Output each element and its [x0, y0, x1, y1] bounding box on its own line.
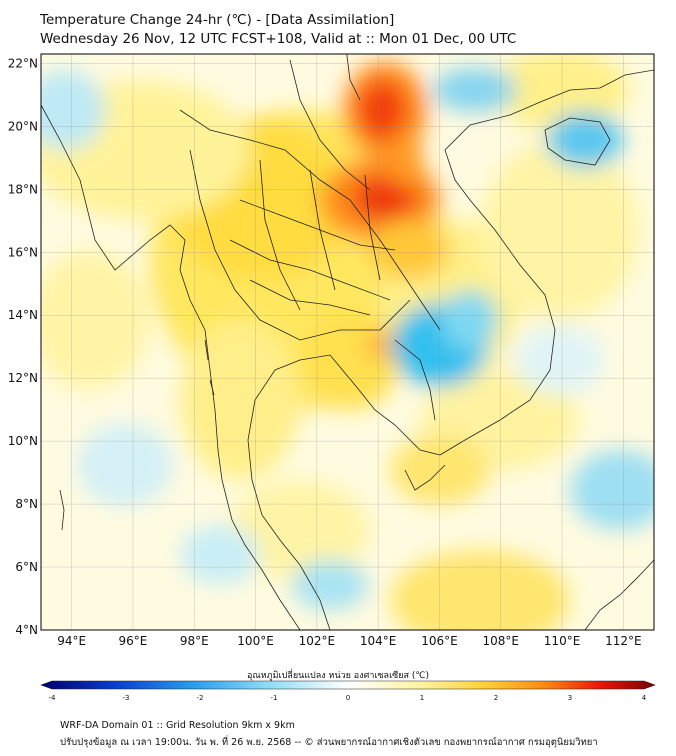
- lat-label: 12°N: [8, 371, 38, 385]
- lat-label: 22°N: [8, 56, 38, 70]
- colorbar-tick-label: 0: [346, 694, 350, 702]
- lon-label: 112°E: [605, 634, 642, 648]
- temperature-field: [41, 54, 654, 630]
- colorbar-tick-label: -4: [49, 694, 57, 702]
- lat-label: 20°N: [8, 119, 38, 133]
- colorbar-tick-label: -3: [123, 694, 130, 702]
- lon-label: 110°E: [544, 634, 581, 648]
- colorbar-ticks: -4 -3 -2 -1 0 1 2 3 4: [49, 694, 647, 702]
- latitude-labels: 22°N 20°N 18°N 16°N 14°N 12°N 10°N 8°N 6°N 4°N: [8, 56, 38, 637]
- coastline-borders: [41, 54, 654, 630]
- footer-model-info: WRF-DA Domain 01 :: Grid Resolution 9km …: [60, 720, 295, 731]
- colorbar-tick-label: -2: [197, 694, 204, 702]
- colorbar-title: อุณหภูมิเปลี่ยนแปลง หน่วย องศาเซลเซียส (…: [246, 671, 430, 681]
- lon-label: 102°E: [299, 634, 336, 648]
- lon-label: 106°E: [421, 634, 458, 648]
- plot-frame: [40, 53, 655, 631]
- lat-label: 6°N: [15, 560, 38, 574]
- lon-label: 94°E: [57, 634, 86, 648]
- lat-label: 18°N: [8, 182, 38, 196]
- map-subtitle: Wednesday 26 Nov, 12 UTC FCST+108, Valid…: [40, 31, 517, 47]
- colorbar: -4 -3 -2 -1 0 1 2 3 4: [40, 680, 656, 702]
- gridlines: [41, 54, 654, 630]
- lat-label: 10°N: [8, 434, 38, 448]
- colorbar-tick-label: -1: [271, 694, 278, 702]
- longitude-labels: 94°E 96°E 98°E 100°E 102°E 104°E 106°E 108°E 110…: [57, 634, 641, 648]
- lon-label: 104°E: [360, 634, 397, 648]
- colorbar-tick-label: 4: [642, 694, 647, 702]
- lat-label: 14°N: [8, 308, 38, 322]
- colorbar-tick-label: 2: [494, 694, 498, 702]
- lon-label: 100°E: [237, 634, 274, 648]
- lat-label: 4°N: [15, 623, 38, 637]
- lat-label: 16°N: [8, 245, 38, 259]
- lat-label: 8°N: [15, 497, 38, 511]
- colorbar-tick-label: 3: [568, 694, 572, 702]
- colorbar-tick-label: 1: [420, 694, 424, 702]
- footer-credit: ปรับปรุงข้อมูล ณ เวลา 19:00น. วัน พ. ที่…: [60, 737, 598, 748]
- lon-label: 108°E: [483, 634, 520, 648]
- lon-label: 96°E: [119, 634, 148, 648]
- lon-label: 98°E: [180, 634, 209, 648]
- map-title: Temperature Change 24-hr (℃) - [Data Ass…: [40, 12, 395, 28]
